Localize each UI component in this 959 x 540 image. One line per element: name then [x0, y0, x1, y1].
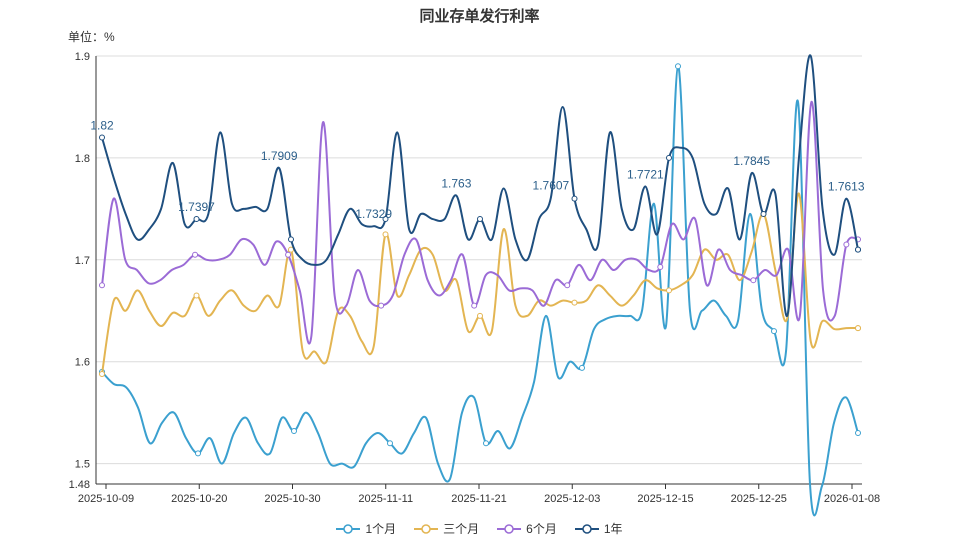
series-line-1 [101, 192, 859, 375]
legend-item-2[interactable]: 6个月 [497, 520, 557, 537]
data-label: 1.7397 [178, 200, 215, 214]
legend-swatch-icon [497, 523, 522, 534]
series-line-0 [101, 65, 859, 517]
legend-swatch-icon [574, 523, 599, 534]
y-tick-label: 1.9 [75, 51, 90, 63]
legend-item-1[interactable]: 三个月 [414, 520, 479, 537]
data-point [291, 428, 297, 435]
data-point [750, 277, 757, 284]
x-tick-label: 2025-12-25 [731, 493, 787, 505]
data-point [192, 251, 199, 258]
y-tick-label: 1.8 [75, 153, 90, 165]
data-point [99, 370, 105, 377]
data-point [760, 210, 767, 217]
data-label: 1.7845 [733, 154, 770, 168]
x-tick-label: 2025-11-11 [358, 493, 413, 505]
data-point [285, 251, 292, 258]
series-line-3 [101, 54, 859, 317]
data-point [387, 440, 393, 447]
data-point [195, 450, 201, 457]
data-point [771, 328, 777, 335]
x-tick-label: 2025-10-09 [78, 493, 134, 505]
data-point [855, 325, 861, 332]
y-tick-label: 1.5 [75, 459, 90, 471]
data-point [564, 282, 571, 289]
series-line-2 [101, 100, 859, 345]
data-point [288, 236, 294, 243]
data-label: 1.7329 [355, 207, 392, 221]
data-point [99, 134, 105, 141]
data-point [99, 282, 105, 289]
x-tick-label: 2025-11-21 [451, 493, 506, 505]
data-point [471, 302, 478, 309]
y-tick-label: 1.7 [75, 255, 90, 267]
data-point [193, 292, 200, 299]
legend-item-0[interactable]: 1个月 [336, 520, 396, 537]
data-point [382, 216, 389, 223]
data-point [477, 312, 483, 319]
legend: 1个月 三个月 6个月 1年 [0, 520, 959, 537]
y-tick-label: 1.48 [69, 479, 90, 491]
data-point [855, 246, 861, 253]
data-label: 1.7607 [533, 179, 570, 193]
data-point [675, 63, 681, 70]
data-point [483, 440, 489, 447]
data-point [666, 287, 672, 294]
y-tick-label: 1.6 [75, 357, 90, 369]
x-tick-label: 2025-10-20 [171, 493, 227, 505]
data-point [477, 216, 483, 223]
data-label: 1.7721 [627, 167, 664, 181]
data-point [571, 195, 578, 202]
data-point [579, 364, 585, 371]
data-point [193, 216, 200, 223]
data-point [855, 430, 861, 437]
x-tick-label: 2025-12-03 [544, 493, 600, 505]
data-label: 1.763 [441, 177, 471, 191]
data-point [657, 263, 664, 270]
x-tick-label: 2025-10-30 [264, 493, 320, 505]
chart-title: 同业存单发行利率 [419, 8, 540, 25]
legend-label: 三个月 [443, 522, 480, 536]
x-tick-label: 2025-12-15 [637, 493, 693, 505]
unit-label: 单位：% [68, 30, 115, 44]
legend-swatch-icon [414, 523, 439, 534]
legend-label: 1年 [603, 522, 623, 536]
legend-swatch-icon [336, 523, 361, 534]
legend-item-3[interactable]: 1年 [574, 520, 623, 537]
data-point [666, 154, 672, 161]
data-label: 1.7909 [261, 149, 298, 163]
data-point [382, 231, 389, 238]
x-tick-label: 2026-01-08 [824, 493, 880, 505]
data-point [843, 241, 850, 248]
data-label: 1.7613 [828, 180, 865, 194]
data-point [378, 302, 385, 309]
data-label: 1.82 [90, 119, 114, 133]
data-point [571, 299, 578, 306]
legend-label: 1个月 [365, 522, 397, 536]
legend-label: 6个月 [526, 522, 557, 536]
